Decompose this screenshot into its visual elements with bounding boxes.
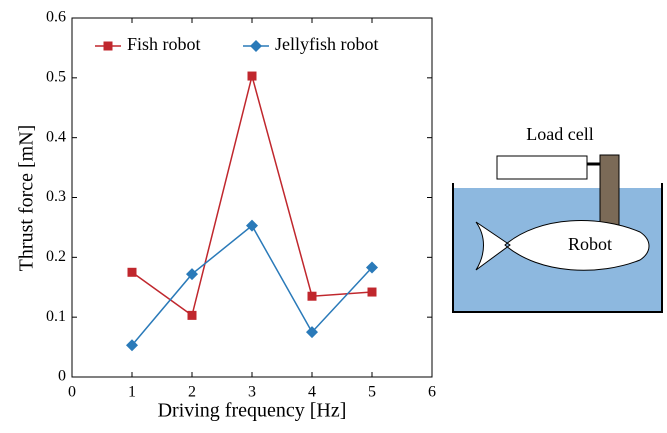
setup-diagram: Load cell Robot bbox=[453, 124, 662, 312]
legend-label: Jellyfish robot bbox=[275, 34, 379, 54]
marker bbox=[368, 288, 377, 297]
y-tick-label: 0.5 bbox=[46, 69, 66, 86]
robot-label: Robot bbox=[568, 234, 612, 254]
figure: Driving frequency [Hz] Thrust force [mN]… bbox=[0, 0, 667, 433]
series-line bbox=[132, 226, 372, 346]
legend-label: Fish robot bbox=[127, 34, 201, 54]
y-tick-label: 0.4 bbox=[46, 128, 66, 145]
x-tick-label: 0 bbox=[68, 384, 76, 401]
y-tick-label: 0.1 bbox=[46, 308, 66, 325]
y-tick-label: 0.3 bbox=[46, 188, 66, 205]
y-axis-label: Thrust force [mN] bbox=[16, 125, 38, 272]
series-line bbox=[132, 76, 372, 315]
x-tick-label: 3 bbox=[248, 384, 256, 401]
load-cell-label: Load cell bbox=[526, 124, 593, 144]
marker bbox=[248, 72, 257, 81]
load-cell-box bbox=[497, 156, 587, 179]
y-tick-label: 0 bbox=[58, 368, 66, 385]
marker bbox=[308, 292, 317, 301]
marker bbox=[188, 311, 197, 320]
marker bbox=[250, 40, 262, 52]
x-tick-label: 1 bbox=[128, 384, 136, 401]
y-tick-label: 0.2 bbox=[46, 248, 66, 265]
marker bbox=[128, 268, 137, 277]
x-tick-label: 2 bbox=[188, 384, 196, 401]
y-tick-label: 0.6 bbox=[46, 9, 66, 26]
x-tick-label: 5 bbox=[368, 384, 376, 401]
x-axis-label: Driving frequency [Hz] bbox=[158, 400, 347, 422]
marker bbox=[104, 42, 113, 51]
x-tick-label: 4 bbox=[308, 384, 316, 401]
x-tick-label: 6 bbox=[428, 384, 436, 401]
